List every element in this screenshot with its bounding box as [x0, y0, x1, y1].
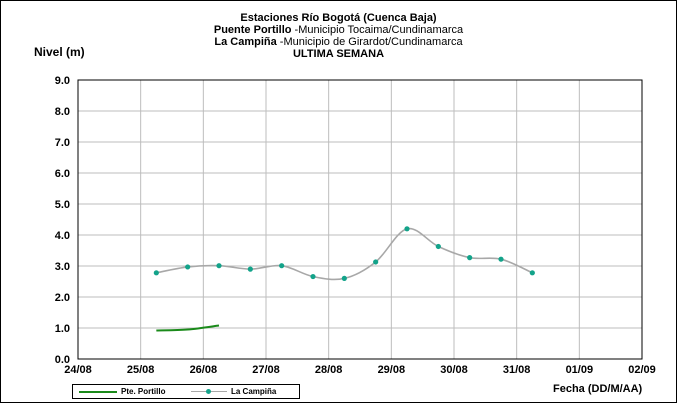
series-lines [153, 226, 535, 332]
series-line-la-campina [156, 227, 533, 281]
data-point-la-campina [216, 263, 222, 269]
x-tick-label: 27/08 [252, 364, 280, 376]
x-tick-label: 29/08 [378, 364, 406, 376]
y-axis-ticks: 0.0 1.0 2.0 3.0 4.0 5.0 6.0 7.0 8.0 9.0 [55, 75, 70, 366]
x-tick-label: 30/08 [440, 364, 468, 376]
y-tick-label: 3.0 [55, 261, 70, 273]
y-tick-label: 1.0 [55, 323, 70, 335]
x-axis-label: Fecha (DD/M/AA) [553, 383, 643, 395]
data-point-la-campina [279, 263, 285, 269]
y-tick-label: 5.0 [55, 199, 70, 211]
data-point-la-campina [373, 259, 379, 265]
data-point-la-campina [529, 270, 535, 276]
x-axis-ticks: 24/08 25/08 26/08 27/08 28/08 29/08 30/08 31/08… [64, 364, 656, 376]
data-point-la-campina [185, 264, 191, 270]
x-tick-label: 01/09 [566, 364, 594, 376]
chart-title-line-3: La Campiña -Municipio de Girardot/Cundin… [214, 36, 463, 48]
chart-title-line-1: Estaciones Río Bogotá (Cuenca Baja) [240, 12, 437, 24]
y-tick-label: 9.0 [55, 75, 70, 87]
grid-lines [78, 80, 642, 359]
x-tick-label: 02/09 [628, 364, 656, 376]
data-point-la-campina [153, 270, 159, 276]
y-tick-label: 7.0 [55, 137, 70, 149]
plot-area-border [77, 79, 643, 360]
x-tick-label: 25/08 [127, 364, 155, 376]
data-point-la-campina [341, 275, 347, 281]
x-tick-label: 28/08 [315, 364, 343, 376]
data-point-la-campina [310, 273, 316, 280]
x-tick-label: 26/08 [190, 364, 218, 376]
x-tick-label: 31/08 [503, 364, 531, 376]
y-tick-label: 2.0 [55, 292, 70, 304]
data-point-la-campina [467, 255, 473, 261]
x-tick-label: 24/08 [64, 364, 92, 376]
legend-swatch-pte-portillo [79, 391, 117, 393]
data-point-la-campina [404, 226, 410, 232]
y-tick-label: 4.0 [55, 230, 70, 242]
legend: Pte. Portillo La Campiña [72, 384, 300, 399]
data-point-la-campina [498, 256, 504, 262]
y-tick-label: 6.0 [55, 168, 70, 180]
y-tick-label: 8.0 [55, 106, 70, 118]
series-line-pte-portillo [156, 324, 220, 332]
legend-label-pte-portillo: Pte. Portillo [121, 387, 166, 396]
y-tick-label: 0.0 [55, 354, 70, 366]
y-axis-label: Nivel (m) [34, 45, 85, 59]
data-point-la-campina [435, 243, 441, 250]
chart-title-line-2: Puente Portillo -Municipio Tocaima/Cundi… [213, 24, 464, 36]
chart-title-line-4: ULTIMA SEMANA [292, 48, 385, 60]
data-point-la-campina [247, 266, 253, 272]
legend-marker-la-campina [206, 389, 211, 394]
legend-label-la-campina: La Campiña [231, 387, 277, 396]
